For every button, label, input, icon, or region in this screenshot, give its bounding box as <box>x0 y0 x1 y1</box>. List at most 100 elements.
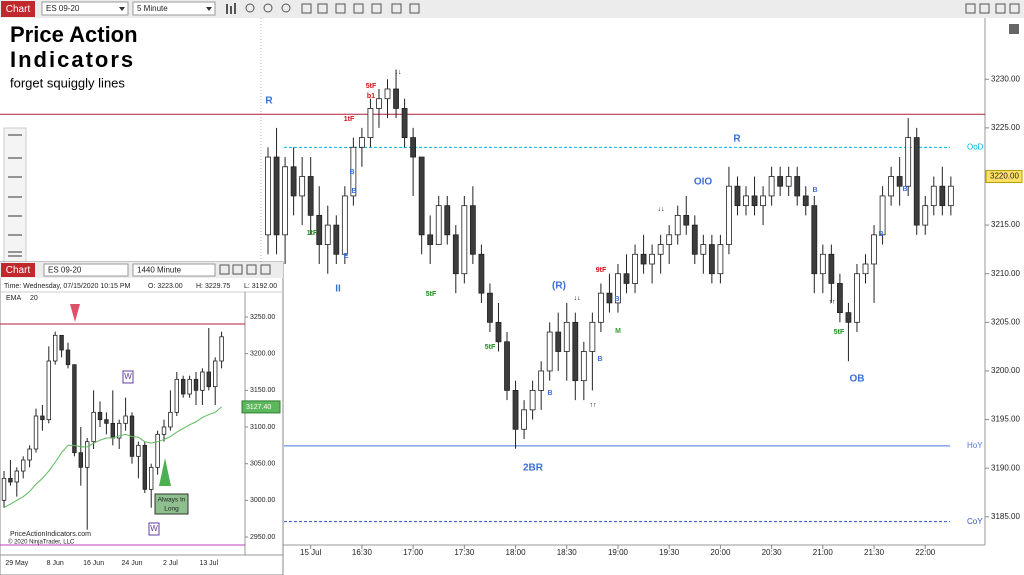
annotation: R <box>265 96 273 107</box>
candle-body <box>640 253 647 265</box>
level-label: CoY <box>967 517 983 526</box>
candle-body <box>632 253 638 284</box>
interval-select[interactable] <box>132 263 216 277</box>
instrument-select[interactable] <box>41 1 129 16</box>
candle-body <box>760 195 766 207</box>
candle-body <box>1 477 7 501</box>
candle-body <box>939 185 946 207</box>
x-tick-label: 18:00 <box>506 548 527 557</box>
annotation: E <box>344 253 349 260</box>
x-tick-label: 16 Jun <box>83 560 104 567</box>
x-tick-label: 20:00 <box>710 548 731 557</box>
chart-tab-label: Chart <box>6 265 31 276</box>
candle-body <box>674 214 681 236</box>
annotation: B <box>878 231 883 238</box>
inset-chart: Chart ES 09-20 1440 Minute Time: Wednesd… <box>0 261 284 575</box>
candle-body <box>110 422 115 439</box>
annotation: M <box>615 328 621 335</box>
candle-body <box>828 253 835 284</box>
candle-body <box>700 244 707 255</box>
interval-select[interactable] <box>132 1 216 16</box>
candle-body <box>708 244 715 275</box>
y-tick-label: 3215.00 <box>991 220 1020 229</box>
signal-label: Always In <box>158 497 186 504</box>
candle-body <box>324 224 331 245</box>
toolbar-icons[interactable] <box>226 3 1020 14</box>
x-tick-label: 19:30 <box>659 548 680 557</box>
brand-title: Indicators <box>10 47 135 72</box>
chart-tab[interactable] <box>1 263 35 277</box>
x-tick-label: 21:30 <box>864 548 885 557</box>
candle-body <box>200 371 205 391</box>
y-tick-label: 3200.00 <box>991 366 1020 375</box>
candle-body <box>469 205 476 255</box>
pattern-box <box>148 522 160 536</box>
candle-body <box>649 253 656 265</box>
candle-body <box>104 419 109 424</box>
candle-body <box>33 415 39 450</box>
last-price-box <box>241 400 281 414</box>
instrument-label: ES 09-20 <box>46 4 80 13</box>
candle-body <box>896 176 903 187</box>
drawing-toolbar[interactable] <box>3 127 27 263</box>
candle-body <box>922 205 929 226</box>
candle-body <box>265 156 271 236</box>
candle-body <box>538 370 545 391</box>
candle-body <box>452 234 459 275</box>
candle-body <box>777 176 784 187</box>
y-tick-label: 3150.00 <box>250 387 275 394</box>
y-tick-label: 3210.00 <box>991 269 1020 278</box>
candle-body <box>148 466 154 490</box>
candle-body <box>666 234 673 245</box>
y-tick-label: 3230.00 <box>991 74 1020 83</box>
instrument-label: ES 09-20 <box>48 266 82 275</box>
x-tick-label: 24 Jun <box>121 560 142 567</box>
brand-tagline: forget squiggly lines <box>10 75 125 90</box>
candle-body <box>307 176 314 216</box>
candle-body <box>461 205 468 275</box>
candle-body <box>606 292 613 304</box>
annotation: B <box>597 356 602 363</box>
candle-body <box>598 292 604 323</box>
candle-body <box>879 195 886 236</box>
annotation: 9tF <box>596 267 607 274</box>
x-tick-label: 8 Jun <box>47 560 64 567</box>
candle-body <box>193 378 199 391</box>
info-time: Time: Wednesday, 07/15/2020 10:15 PM <box>4 283 131 290</box>
candle-body <box>350 146 357 197</box>
chart-tab[interactable] <box>1 1 35 17</box>
candle-body <box>20 459 26 472</box>
candle-body <box>174 378 179 413</box>
candle-body <box>862 263 869 275</box>
annotation: B <box>902 186 907 193</box>
sell-marker <box>70 304 80 322</box>
candle-body <box>683 214 690 226</box>
annotation: b1 <box>367 93 375 100</box>
y-tick-label: 3205.00 <box>991 317 1020 326</box>
instrument-select[interactable] <box>43 263 129 277</box>
buy-marker <box>159 458 171 486</box>
candle-body <box>811 205 818 275</box>
x-tick-label: 13 Jul <box>199 560 218 567</box>
y-tick-label: 3050.00 <box>250 461 275 468</box>
candle-body <box>743 195 749 207</box>
window-buttons[interactable] <box>219 264 271 275</box>
candle-body <box>871 234 877 265</box>
annotation: ↓↓ <box>395 69 402 76</box>
candle-body <box>53 334 58 362</box>
candle-body <box>161 426 167 435</box>
level-label: HoY <box>967 441 983 450</box>
candle-body <box>219 336 224 362</box>
candle-body <box>802 195 809 207</box>
panel-button[interactable] <box>1009 24 1019 34</box>
interval-label: 5 Minute <box>137 4 168 13</box>
candle-body <box>273 156 280 236</box>
candle-body <box>521 409 527 430</box>
x-tick-label: 18:30 <box>557 548 578 557</box>
chart-tab-label: Chart <box>6 4 31 15</box>
candle-body <box>72 364 77 454</box>
annotation: 5tF <box>366 83 377 90</box>
candle-body <box>290 166 297 197</box>
candle-body <box>341 195 348 255</box>
candle-body <box>854 273 860 323</box>
